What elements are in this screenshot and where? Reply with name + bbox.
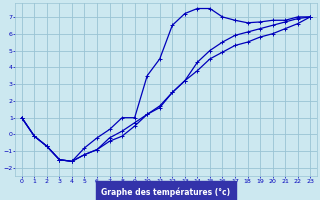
X-axis label: Graphe des températures (°c): Graphe des températures (°c) bbox=[101, 187, 231, 197]
